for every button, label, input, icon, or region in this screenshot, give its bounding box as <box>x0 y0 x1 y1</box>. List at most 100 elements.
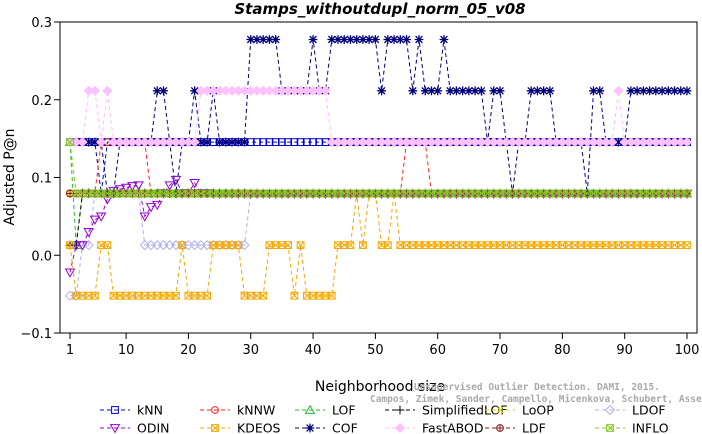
series-point <box>427 86 436 96</box>
y-tick-label: 0.2 <box>31 94 52 109</box>
y-tick-label: 0.0 <box>31 249 52 264</box>
x-tick-label: 40 <box>305 343 322 358</box>
series-point <box>476 86 486 96</box>
legend-label: SimplifiedLOF <box>422 403 508 418</box>
series-point <box>89 85 101 96</box>
series-point <box>470 86 480 96</box>
series-point <box>296 241 305 250</box>
legend: kNN kNNW LOF SimplifiedLOF LoOP LDOF ODIN KDEOS… <box>100 403 669 434</box>
series-point <box>203 291 212 300</box>
series-point <box>233 137 243 147</box>
series-point <box>151 200 163 211</box>
series-point <box>152 86 162 96</box>
series-point <box>290 138 299 147</box>
legend-label: KDEOS <box>237 421 281 434</box>
series-point <box>595 86 605 96</box>
x-tick-label: 80 <box>554 343 571 358</box>
series-point <box>252 35 262 44</box>
series-point <box>358 35 368 44</box>
series-point <box>495 86 505 96</box>
series-point <box>139 212 151 222</box>
chart-title: Stamps_withoutdupl_norm_05_v08 <box>234 0 525 18</box>
legend-item: LDF <box>485 421 546 434</box>
series-point <box>170 175 182 186</box>
series-point <box>657 86 667 96</box>
series-point <box>133 181 144 191</box>
series-point <box>221 137 231 147</box>
series-INFLO <box>66 138 691 198</box>
series-point <box>66 241 74 250</box>
series-layer <box>64 35 693 301</box>
series-point <box>632 86 642 96</box>
series-point <box>346 35 355 44</box>
legend-item: LDOF <box>595 403 666 418</box>
series-FastABOD <box>64 85 693 148</box>
series-point <box>271 138 280 147</box>
series-point <box>682 86 692 96</box>
series-point <box>339 35 349 44</box>
series-point <box>589 86 598 96</box>
series-point <box>638 86 648 96</box>
series-point <box>66 138 74 147</box>
series-point <box>296 138 305 147</box>
credit-line-1: Unsupervised Outlier Detection. DAMI, 20… <box>414 382 660 393</box>
x-axis: 1 10 20 30 40 50 60 70 80 90 100 <box>66 333 700 358</box>
y-tick-label: −0.1 <box>20 327 52 342</box>
series-point <box>676 86 686 96</box>
series-line <box>70 39 687 194</box>
series-point <box>90 137 100 147</box>
series-point <box>103 241 112 250</box>
series-point <box>545 86 555 96</box>
series-point <box>178 241 187 250</box>
series-point <box>196 137 206 147</box>
series-point <box>489 86 499 96</box>
legend-marker <box>109 424 121 434</box>
series-point <box>614 137 623 147</box>
series-point <box>308 35 318 44</box>
series-point <box>383 35 393 44</box>
series-point <box>327 291 336 300</box>
series-point <box>66 190 74 197</box>
x-tick-label: 50 <box>367 343 384 358</box>
legend-item: COF <box>295 421 358 434</box>
legend-marker <box>111 406 119 414</box>
legend-item: INFLO <box>595 421 669 434</box>
series-point <box>284 138 293 147</box>
legend-label: LOF <box>332 403 356 418</box>
legend-label: kNN <box>137 403 163 418</box>
series-point <box>333 35 343 44</box>
x-tick-label: 30 <box>242 343 259 358</box>
x-tick-label: 60 <box>429 343 446 358</box>
series-point <box>458 86 468 96</box>
series-point <box>452 86 461 96</box>
series-point <box>127 182 138 192</box>
series-point <box>420 86 430 96</box>
series-point <box>240 137 249 147</box>
series-point <box>89 215 101 225</box>
x-axis-label: Neighborhood size <box>315 379 445 395</box>
series-point <box>359 241 367 250</box>
y-tick-label: 0.3 <box>31 16 52 31</box>
legend-label: LoOP <box>522 403 554 418</box>
series-point <box>84 137 94 147</box>
series-point <box>258 35 268 44</box>
series-point <box>309 138 317 147</box>
x-tick-label: 70 <box>492 343 509 358</box>
series-point <box>370 35 380 44</box>
series-point <box>259 291 268 300</box>
series-point <box>327 35 337 44</box>
series-point <box>626 86 636 96</box>
series-point <box>408 86 418 96</box>
series-point <box>377 86 387 96</box>
legend-marker <box>305 423 315 433</box>
series-point <box>202 137 212 147</box>
legend-item: kNNW <box>200 403 275 418</box>
series-point <box>96 137 107 148</box>
x-tick-label: 100 <box>675 343 700 358</box>
series-point <box>277 138 286 147</box>
series-point <box>77 137 88 148</box>
x-tick-label: 10 <box>118 343 135 358</box>
series-point <box>234 241 243 250</box>
